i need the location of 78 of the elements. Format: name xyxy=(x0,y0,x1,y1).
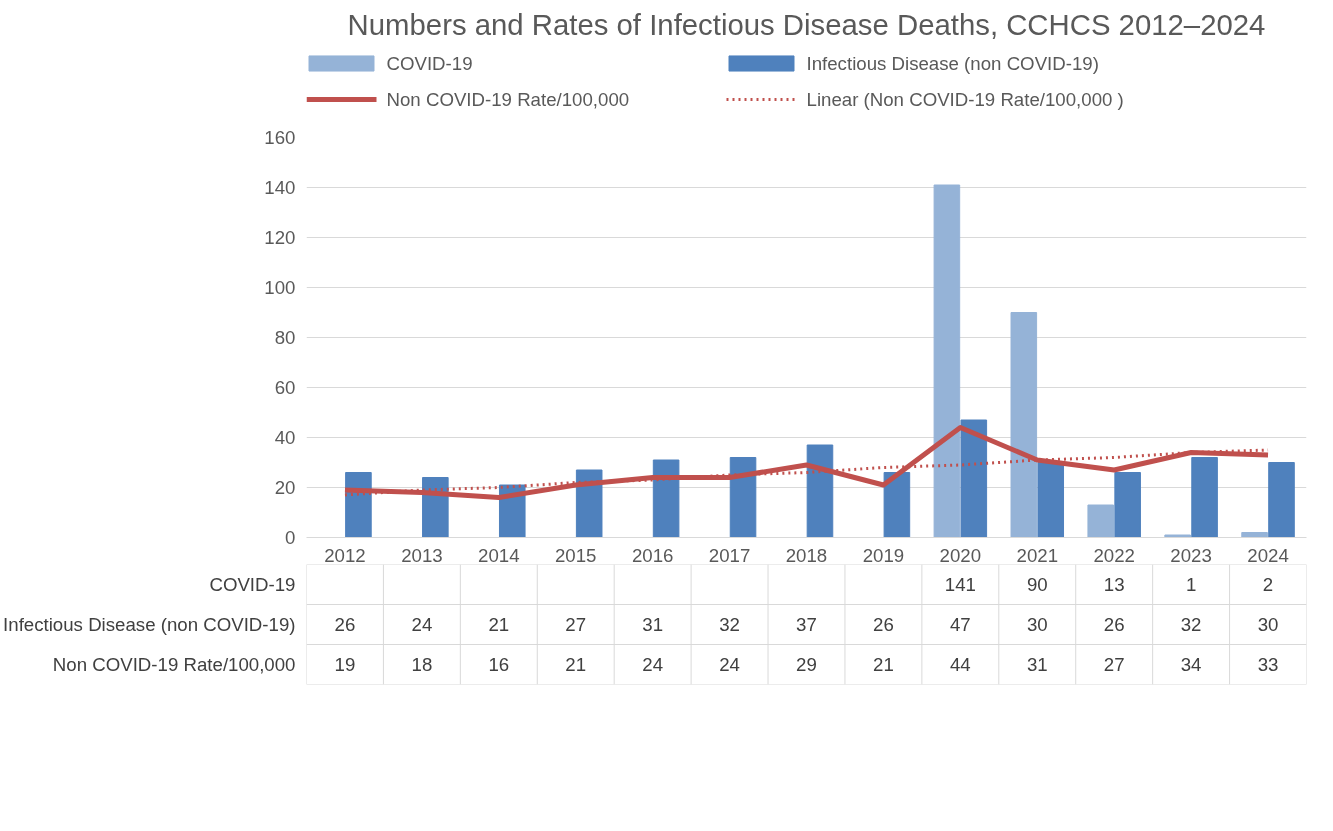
text: COVID-19 xyxy=(209,574,296,595)
data-label: 27 xyxy=(1103,654,1125,675)
x-tick-label: 2017 xyxy=(708,544,751,566)
data-label: 44 xyxy=(949,654,971,675)
text: Non COVID-19 Rate/100,000 xyxy=(52,654,296,675)
x-tick-label: 2013 xyxy=(401,544,443,566)
data-label: 32 xyxy=(719,614,740,635)
data-label: 27 xyxy=(565,614,587,635)
bar xyxy=(1164,534,1191,538)
data-label: 21 xyxy=(873,654,894,675)
y-tick-label: 160 xyxy=(264,127,296,148)
y-tick-label: 120 xyxy=(264,227,296,248)
data-label: 1 xyxy=(1185,574,1197,595)
data-label: 26 xyxy=(334,614,356,635)
bar xyxy=(729,457,757,538)
bar xyxy=(806,444,834,538)
legend-label: Infectious Disease (non COVID-19) xyxy=(806,53,1099,74)
data-label: 24 xyxy=(642,654,664,675)
data-label: 24 xyxy=(719,654,740,675)
data-label: 18 xyxy=(411,654,433,675)
x-tick-label: 2018 xyxy=(785,544,828,566)
bar xyxy=(652,459,680,538)
data-label: 31 xyxy=(642,614,664,635)
bar xyxy=(1114,472,1141,538)
data-label: 47 xyxy=(949,614,971,635)
data-label: 19 xyxy=(334,654,356,675)
x-tick-label: 2016 xyxy=(631,544,674,566)
x-tick-label: 2022 xyxy=(1093,544,1135,566)
text: Infectious Disease (non COVID-19) xyxy=(3,614,296,635)
x-tick-label: 2014 xyxy=(478,544,520,566)
data-label: 34 xyxy=(1180,654,1202,675)
data-label: 13 xyxy=(1103,574,1125,595)
x-tick-label: 2024 xyxy=(1247,544,1289,566)
y-tick-label: 80 xyxy=(274,327,296,348)
legend-label: COVID-19 xyxy=(386,53,473,74)
bar xyxy=(575,469,603,538)
data-label: 90 xyxy=(1026,574,1048,595)
bar xyxy=(1037,462,1065,538)
bar xyxy=(422,477,449,538)
data-label: 21 xyxy=(565,654,587,675)
data-label: 2 xyxy=(1262,574,1274,595)
y-tick-label: 100 xyxy=(264,277,296,298)
data-label: 30 xyxy=(1026,614,1048,635)
y-tick-label: 20 xyxy=(274,477,296,498)
data-label: 141 xyxy=(944,574,976,595)
data-label: 30 xyxy=(1257,614,1279,635)
data-label: 33 xyxy=(1257,654,1279,675)
legend-label: Linear (Non COVID-19 Rate/100,000 ) xyxy=(806,89,1124,110)
x-tick-label: 2020 xyxy=(939,544,982,566)
bar xyxy=(1010,312,1038,538)
legend-label: Non COVID-19 Rate/100,000 xyxy=(386,89,630,110)
y-tick-label: 40 xyxy=(274,427,296,448)
data-label: 29 xyxy=(796,654,817,675)
x-tick-label: 2012 xyxy=(324,544,366,566)
bar xyxy=(1241,532,1268,538)
x-tick-label: 2019 xyxy=(862,544,905,566)
data-label: 16 xyxy=(488,654,510,675)
bar xyxy=(933,184,961,538)
data-label: 26 xyxy=(873,614,894,635)
bar xyxy=(1087,504,1115,538)
bar xyxy=(883,472,911,538)
chart-title: Numbers and Rates of Infectious Disease Deaths, CCHCS 2012–2024 xyxy=(347,7,1266,41)
x-tick-label: 2015 xyxy=(554,544,597,566)
x-tick-label: 2021 xyxy=(1016,544,1059,566)
bar xyxy=(345,472,372,538)
data-label: 26 xyxy=(1103,614,1125,635)
x-tick-label: 2023 xyxy=(1170,544,1212,566)
bar xyxy=(1268,462,1295,538)
data-label: 31 xyxy=(1026,654,1048,675)
data-label: 21 xyxy=(488,614,510,635)
bar xyxy=(960,419,988,538)
y-tick-label: 0 xyxy=(285,527,296,548)
data-label: 24 xyxy=(411,614,433,635)
bar xyxy=(1191,457,1218,538)
y-tick-label: 60 xyxy=(274,377,296,398)
data-label: 37 xyxy=(796,614,817,635)
data-label: 32 xyxy=(1180,614,1202,635)
y-tick-label: 140 xyxy=(264,177,296,198)
